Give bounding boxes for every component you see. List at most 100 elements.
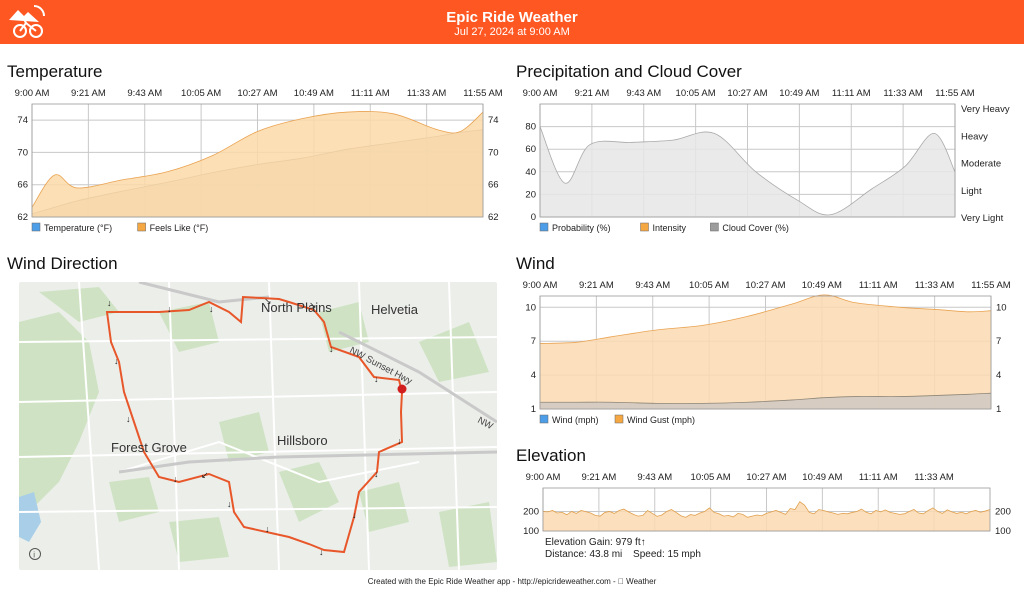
time-tick-label: 9:21 AM xyxy=(579,280,614,291)
time-tick-label: 9:00 AM xyxy=(526,472,561,483)
intensity-label: Moderate xyxy=(961,159,1001,170)
y-tick-label-left: 60 xyxy=(525,144,536,155)
time-tick-label: 9:00 AM xyxy=(523,88,558,99)
time-tick-label: 9:00 AM xyxy=(523,280,558,291)
y-tick-label-left: 200 xyxy=(523,506,539,517)
wind-arrow: ↓ xyxy=(167,304,172,314)
y-tick-label-right: 4 xyxy=(996,370,1001,381)
wind-arrow: ↓ xyxy=(352,510,357,520)
time-tick-label: 11:11 AM xyxy=(859,280,898,291)
map-parks xyxy=(19,287,497,567)
legend-label: Temperature (°F) xyxy=(44,223,112,233)
intensity-label: Very Heavy xyxy=(961,104,1010,115)
wind-arrow: ↓ xyxy=(374,469,379,479)
series-area xyxy=(540,393,991,409)
plot-frame xyxy=(539,295,992,410)
time-tick-label: 11:55 AM xyxy=(463,88,503,99)
time-tick-label: 9:43 AM xyxy=(635,280,670,291)
time-tick-label: 10:49 AM xyxy=(294,88,334,99)
y-tick-label-left: 62 xyxy=(17,212,28,223)
wind-arrow: ↓ xyxy=(397,436,402,446)
y-tick-label-right: 66 xyxy=(488,180,499,191)
y-tick-label-right: 7 xyxy=(996,336,1001,347)
series-area xyxy=(540,294,991,409)
time-tick-label: 11:33 AM xyxy=(407,88,447,99)
route-map[interactable]: ↓ ↓ ↓ ↘ ↘ ↓ ↓ ↓ ↓ ↓ ↓ ↓ ↓ ↙ ↓ ↓ ↓ North … xyxy=(19,282,497,570)
legend-label: Wind (mph) xyxy=(552,415,599,425)
y-tick-label-left: 4 xyxy=(531,370,536,381)
info-icon[interactable]: i xyxy=(29,548,41,560)
y-tick-label-left: 10 xyxy=(525,302,536,313)
route-line xyxy=(105,295,404,554)
elevation-chart: 9:00 AM 9:21 AM 9:43 AM 10:05 AM 10:27 AM 10:… xyxy=(523,472,1011,537)
wind-arrow: ↓ xyxy=(374,374,379,384)
y-tick-label-right: 10 xyxy=(996,302,1007,313)
time-tick-label: 10:27 AM xyxy=(237,88,277,99)
time-tick-label: 10:49 AM xyxy=(802,472,842,483)
wind-arrow: ↘ xyxy=(309,300,317,310)
y-tick-label-left: 100 xyxy=(523,526,539,537)
time-tick-label: 10:05 AM xyxy=(691,472,731,483)
footer-credit: Created with the Epic Ride Weather app -… xyxy=(368,577,657,586)
temperature-chart: 9:00 AM 9:21 AM 9:43 AM 10:05 AM 10:27 AM 10:… xyxy=(15,88,503,233)
y-tick-label-left: 80 xyxy=(525,122,536,133)
time-tick-label: 9:43 AM xyxy=(626,88,661,99)
series-line xyxy=(542,501,991,518)
time-tick-label: 11:55 AM xyxy=(971,280,1011,291)
y-tick-label-right: 100 xyxy=(995,526,1011,537)
wind-arrow: ↙ xyxy=(201,470,209,480)
route-start-marker[interactable] xyxy=(397,384,407,394)
ride-date: Jul 27, 2024 at 9:00 AM xyxy=(454,26,570,38)
wind-chart: 9:00 AM 9:21 AM 9:43 AM 10:05 AM 10:27 AM 10:… xyxy=(523,280,1011,425)
y-tick-label-left: 1 xyxy=(531,404,536,415)
elevation-gain: Elevation Gain: 979 ft↑ xyxy=(545,537,646,548)
time-tick-label: 11:33 AM xyxy=(915,280,955,291)
time-tick-label: 11:33 AM xyxy=(914,472,954,483)
app-title: Epic Ride Weather xyxy=(446,9,578,26)
map-label-forest-grove: Forest Grove xyxy=(111,440,187,455)
wind-arrow: ↓ xyxy=(227,499,232,509)
intensity-label: Very Light xyxy=(961,213,1004,224)
wind-direction-title: Wind Direction xyxy=(7,254,118,273)
elevation-title: Elevation xyxy=(516,446,586,465)
time-tick-label: 11:33 AM xyxy=(883,88,923,99)
legend-label: Feels Like (°F) xyxy=(150,223,209,233)
wind-arrow: ↓ xyxy=(209,304,214,314)
logo-icon xyxy=(9,5,45,38)
wind-arrow: ↓ xyxy=(329,344,334,354)
intensity-label: Light xyxy=(961,186,982,197)
wind-arrow: ↓ xyxy=(319,547,324,557)
series-line xyxy=(31,111,484,208)
time-tick-label: 11:55 AM xyxy=(935,88,975,99)
ride-speed: Speed: 15 mph xyxy=(633,549,701,560)
precipitation-title: Precipitation and Cloud Cover xyxy=(516,62,742,81)
time-tick-label: 9:43 AM xyxy=(127,88,162,99)
legend-label: Wind Gust (mph) xyxy=(627,415,695,425)
legend-label: Cloud Cover (%) xyxy=(722,223,789,233)
wind-arrow: ↓ xyxy=(126,414,131,424)
legend-swatch xyxy=(640,222,649,232)
wind-arrows: ↓ ↓ ↓ ↘ ↘ ↓ ↓ ↓ ↓ ↓ ↓ ↓ ↓ ↙ ↓ ↓ ↓ xyxy=(107,296,402,557)
ride-distance: Distance: 43.8 mi xyxy=(545,549,623,560)
map-water xyxy=(19,492,41,542)
legend-swatch xyxy=(710,222,719,232)
map-roads xyxy=(19,282,497,570)
wind-arrow: ↓ xyxy=(107,298,112,308)
legend-swatch xyxy=(614,414,624,424)
series-line xyxy=(539,126,956,216)
time-tick-label: 10:05 AM xyxy=(676,88,716,99)
elevation-stats: Elevation Gain: 979 ft↑ Distance: 43.8 m… xyxy=(545,537,701,561)
app-header: Epic Ride Weather Jul 27, 2024 at 9:00 A… xyxy=(0,0,1024,44)
precipitation-chart: 9:00 AM 9:21 AM 9:43 AM 10:05 AM 10:27 AM 10:… xyxy=(523,88,1010,233)
y-tick-label-left: 7 xyxy=(531,336,536,347)
time-tick-label: 9:21 AM xyxy=(574,88,609,99)
legend-swatch xyxy=(31,222,41,232)
series-area xyxy=(540,126,955,217)
legend-swatch xyxy=(539,222,549,232)
legend-swatch xyxy=(539,414,549,424)
map-label-north-plains: North Plains xyxy=(261,300,332,315)
plot-frame xyxy=(31,103,484,218)
svg-text:i: i xyxy=(33,551,35,560)
time-tick-label: 9:43 AM xyxy=(637,472,672,483)
y-tick-label-right: 70 xyxy=(488,147,499,158)
